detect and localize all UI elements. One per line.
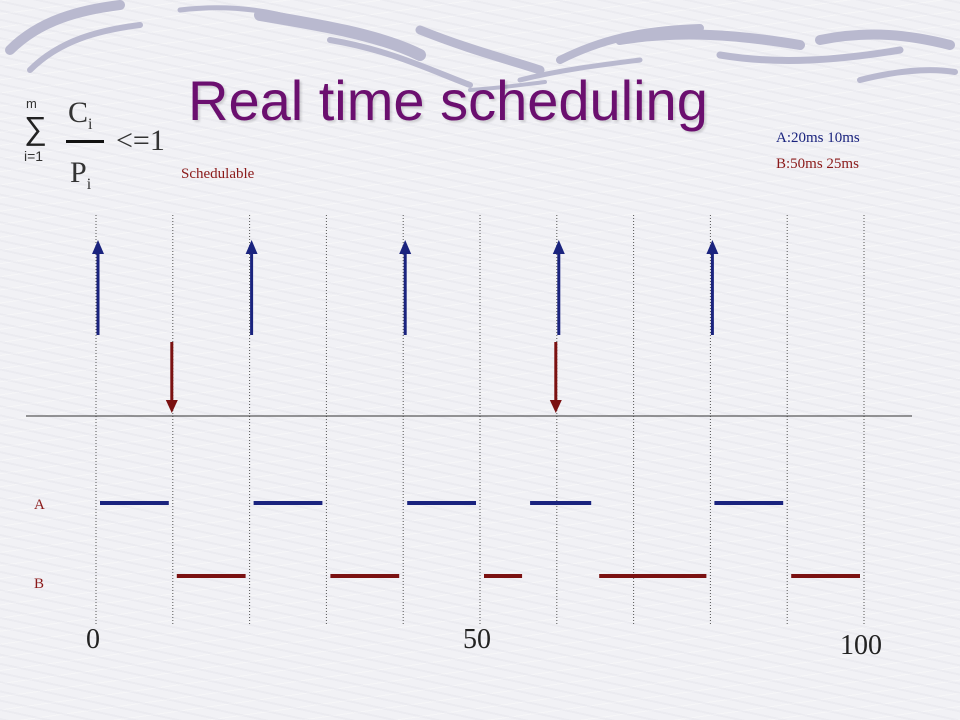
- utilization-bound: <=1: [116, 124, 165, 157]
- row-label-b: B: [34, 576, 45, 592]
- summation-symbol: ∑: [24, 110, 47, 146]
- task-a-spec: A:20ms 10ms: [776, 130, 860, 146]
- arrival-arrowhead-a-2: [399, 240, 412, 254]
- arrival-arrowhead-a-0: [92, 240, 104, 254]
- slide-title: Real time scheduling: [188, 69, 708, 132]
- sum-upper-limit: m: [26, 96, 37, 111]
- axis-label-100: 100: [840, 630, 882, 661]
- fraction-denominator: Pi: [70, 156, 92, 193]
- schedulable-label: Schedulable: [181, 166, 255, 182]
- axis-label-50: 50: [463, 624, 491, 655]
- sum-lower-limit: i=1: [24, 148, 44, 164]
- decorative-swirls: [5, 0, 958, 92]
- arrival-arrowhead-b-0: [165, 400, 178, 413]
- fraction-bar: [66, 140, 104, 143]
- task-b-spec: B:50ms 25ms: [776, 156, 859, 172]
- arrival-arrowhead-a-4: [706, 240, 719, 254]
- axis-label-0: 0: [86, 624, 100, 655]
- arrival-arrowhead-b-1: [549, 400, 562, 413]
- fraction-numerator: Ci: [68, 96, 93, 133]
- arrival-arrowhead-a-3: [552, 240, 565, 254]
- arrival-arrowhead-a-1: [245, 240, 258, 254]
- row-label-a: A: [34, 497, 45, 513]
